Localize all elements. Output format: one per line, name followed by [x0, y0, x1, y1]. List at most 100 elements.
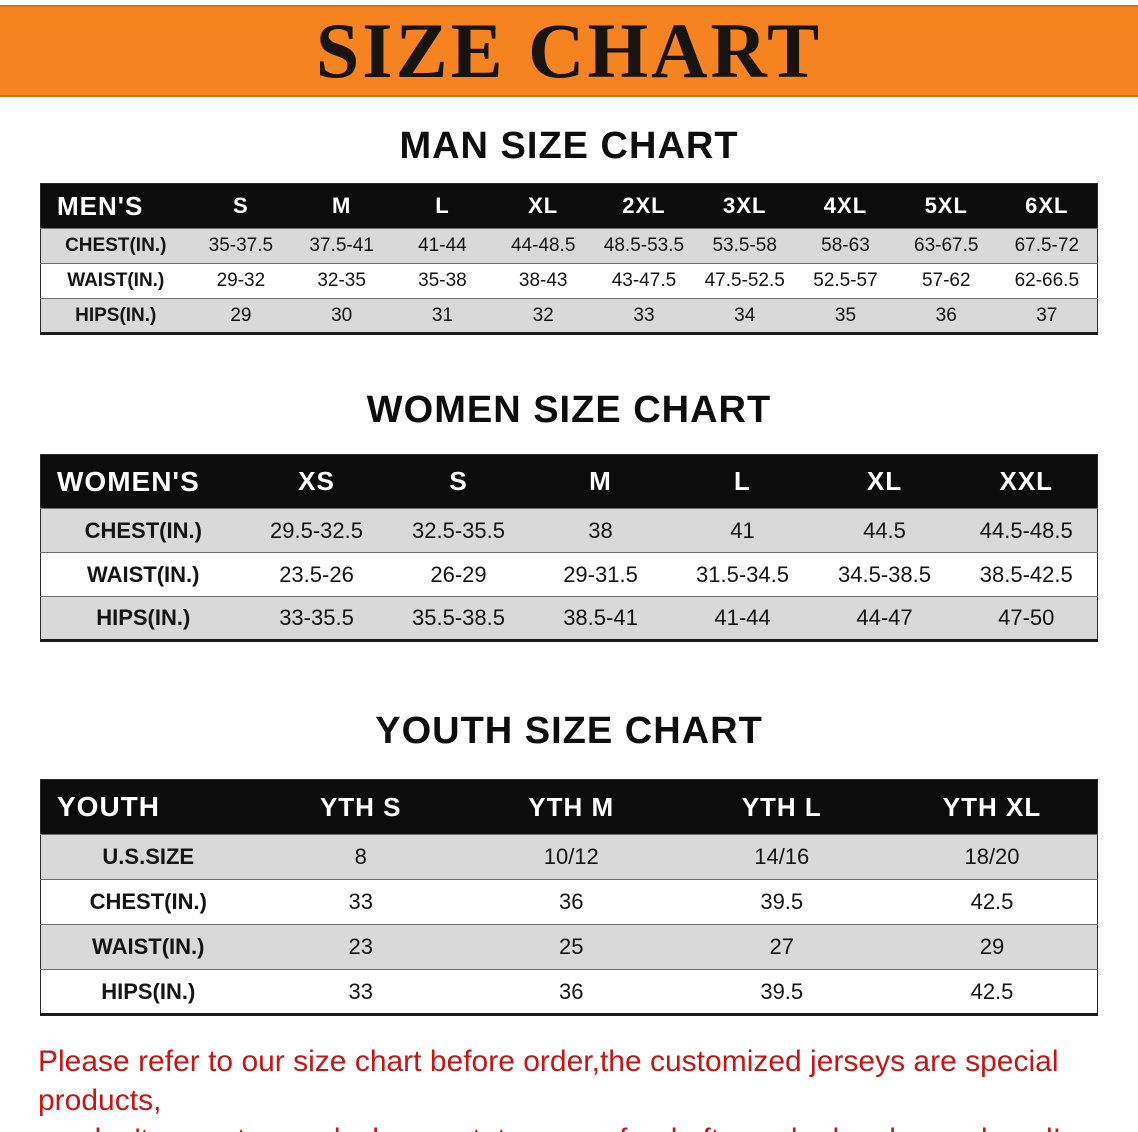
- size-column-header: YTH L: [676, 779, 887, 835]
- row-label: WAIST(IN.): [40, 263, 191, 299]
- size-value: 42.5: [887, 969, 1098, 1015]
- size-value: 29: [190, 298, 292, 334]
- size-value: 36: [895, 298, 997, 334]
- size-column-header: XXL: [955, 454, 1098, 509]
- size-value: 8: [255, 834, 466, 880]
- size-value: 37: [996, 298, 1098, 334]
- size-value: 29: [887, 924, 1098, 970]
- size-value: 31.5-34.5: [671, 552, 814, 597]
- size-value: 36: [466, 969, 677, 1015]
- size-column-header: L: [392, 183, 493, 229]
- size-value: 35: [795, 298, 896, 334]
- size-value: 33: [255, 879, 466, 925]
- size-value: 41-44: [671, 596, 814, 641]
- size-value: 32: [492, 298, 594, 334]
- size-value: 30: [291, 298, 393, 334]
- size-column-header: 3XL: [694, 183, 796, 229]
- size-column-header: XS: [245, 454, 388, 509]
- size-value: 63-67.5: [895, 228, 997, 264]
- table-row: HIPS(IN.) 33 36 39.5 42.5: [40, 969, 1098, 1015]
- header-row: MEN'S S M L XL 2XL 3XL 4XL 5XL 6XL: [40, 183, 1098, 229]
- size-column-header: S: [387, 454, 530, 509]
- size-value: 48.5-53.5: [593, 228, 695, 264]
- row-label: CHEST(IN.): [40, 508, 246, 553]
- table-category-header: YOUTH: [40, 779, 256, 835]
- row-label: U.S.SIZE: [40, 834, 256, 880]
- size-column-header: 4XL: [795, 183, 896, 229]
- youth-size-table: YOUTH YTH S YTH M YTH L YTH XL U.S.SIZE 8 10/12…: [40, 779, 1098, 1016]
- size-value: 18/20: [887, 834, 1098, 880]
- size-value: 33: [255, 969, 466, 1015]
- man-size-chart-heading: MAN SIZE CHART: [399, 125, 739, 167]
- size-value: 25: [466, 924, 677, 970]
- size-chart-banner: SIZE CHART: [0, 5, 1138, 97]
- size-column-header: 2XL: [593, 183, 695, 229]
- row-label: WAIST(IN.): [40, 924, 256, 970]
- page-title: SIZE CHART: [315, 7, 823, 94]
- size-value: 39.5: [676, 879, 887, 925]
- women-size-chart-heading: WOMEN SIZE CHART: [366, 389, 772, 431]
- header-row: YOUTH YTH S YTH M YTH L YTH XL: [40, 779, 1098, 835]
- size-value: 38-43: [492, 263, 594, 299]
- size-value: 23.5-26: [245, 552, 388, 597]
- size-value: 31: [392, 298, 493, 334]
- size-value: 35-37.5: [190, 228, 292, 264]
- size-value: 47.5-52.5: [694, 263, 796, 299]
- table-row: CHEST(IN.) 35-37.5 37.5-41 41-44 44-48.5 48.5…: [40, 228, 1098, 264]
- size-column-header: 5XL: [895, 183, 997, 229]
- size-value: 29-32: [190, 263, 292, 299]
- disclaimer-text: Please refer to our size chart before or…: [38, 1042, 1108, 1132]
- row-label: HIPS(IN.): [40, 596, 246, 641]
- table-row: HIPS(IN.) 29 30 31 32 33 34 35 36 37: [40, 298, 1098, 334]
- size-value: 42.5: [887, 879, 1098, 925]
- size-column-header: L: [671, 454, 814, 509]
- size-value: 41-44: [392, 228, 493, 264]
- size-value: 38: [529, 508, 672, 553]
- size-value: 33-35.5: [245, 596, 388, 641]
- size-value: 32-35: [291, 263, 393, 299]
- table-row: CHEST(IN.) 33 36 39.5 42.5: [40, 879, 1098, 925]
- table-row: WAIST(IN.) 23 25 27 29: [40, 924, 1098, 970]
- size-value: 58-63: [795, 228, 896, 264]
- size-value: 39.5: [676, 969, 887, 1015]
- table-row: CHEST(IN.) 29.5-32.5 32.5-35.5 38 41 44.5 44.5…: [40, 508, 1098, 553]
- size-value: 29.5-32.5: [245, 508, 388, 553]
- size-value: 23: [255, 924, 466, 970]
- women-size-table: WOMEN'S XS S M L XL XXL CHEST(IN.) 29.5-32.5 32.5…: [40, 454, 1098, 642]
- size-value: 43-47.5: [593, 263, 695, 299]
- size-value: 29-31.5: [529, 552, 672, 597]
- size-value: 47-50: [955, 596, 1098, 641]
- size-column-header: XL: [492, 183, 594, 229]
- size-column-header: YTH S: [255, 779, 466, 835]
- header-row: WOMEN'S XS S M L XL XXL: [40, 454, 1098, 509]
- size-value: 44-47: [813, 596, 956, 641]
- disclaimer-line-2: we don't accept cancel, change, teturn o…: [38, 1120, 1108, 1132]
- men-size-table: MEN'S S M L XL 2XL 3XL 4XL 5XL 6XL CHEST(IN.) 35-37…: [40, 183, 1098, 335]
- size-value: 36: [466, 879, 677, 925]
- table-category-header: MEN'S: [40, 183, 191, 229]
- table-row: WAIST(IN.) 23.5-26 26-29 29-31.5 31.5-34.5 34…: [40, 552, 1098, 597]
- size-value: 34.5-38.5: [813, 552, 956, 597]
- size-value: 32.5-35.5: [387, 508, 530, 553]
- table-category-header: WOMEN'S: [40, 454, 246, 509]
- size-value: 53.5-58: [694, 228, 796, 264]
- size-value: 62-66.5: [996, 263, 1098, 299]
- size-value: 37.5-41: [291, 228, 393, 264]
- size-value: 41: [671, 508, 814, 553]
- size-column-header: YTH M: [466, 779, 677, 835]
- table-row: U.S.SIZE 8 10/12 14/16 18/20: [40, 834, 1098, 880]
- row-label: HIPS(IN.): [40, 298, 191, 334]
- size-value: 67.5-72: [996, 228, 1098, 264]
- size-value: 57-62: [895, 263, 997, 299]
- disclaimer-line-1: Please refer to our size chart before or…: [38, 1045, 1059, 1117]
- youth-size-chart-heading: YOUTH SIZE CHART: [375, 710, 763, 752]
- row-label: WAIST(IN.): [40, 552, 246, 597]
- size-value: 10/12: [466, 834, 677, 880]
- size-value: 35-38: [392, 263, 493, 299]
- size-value: 14/16: [676, 834, 887, 880]
- size-column-header: S: [190, 183, 292, 229]
- size-value: 44.5-48.5: [955, 508, 1098, 553]
- size-value: 44.5: [813, 508, 956, 553]
- size-value: 35.5-38.5: [387, 596, 530, 641]
- size-value: 33: [593, 298, 695, 334]
